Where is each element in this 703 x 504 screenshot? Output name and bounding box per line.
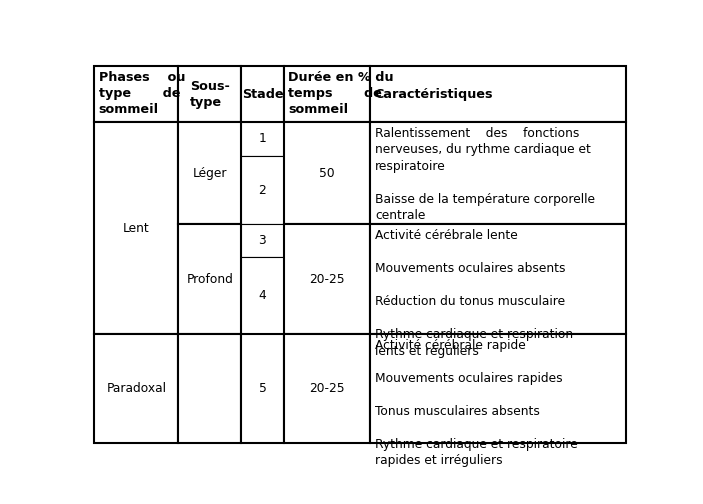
Bar	[284, 224, 370, 334]
Bar	[241, 156, 284, 224]
Bar	[284, 122, 370, 224]
Text: 50: 50	[319, 167, 335, 180]
Bar	[370, 122, 626, 224]
Bar	[94, 122, 179, 334]
Text: Stade: Stade	[242, 88, 283, 101]
Bar	[370, 334, 626, 443]
Text: 5: 5	[259, 382, 266, 395]
Text: 1: 1	[259, 133, 266, 146]
Bar	[179, 334, 241, 443]
Text: 4: 4	[259, 289, 266, 302]
Text: 3: 3	[259, 234, 266, 247]
Text: 2: 2	[259, 183, 266, 197]
Bar	[179, 67, 241, 122]
Bar	[179, 224, 241, 334]
Bar	[370, 224, 626, 334]
Text: Profond: Profond	[186, 273, 233, 286]
Bar	[370, 67, 626, 122]
Bar	[241, 334, 284, 443]
Text: Paradoxal: Paradoxal	[106, 382, 167, 395]
Bar	[241, 258, 284, 334]
Bar	[179, 122, 241, 224]
Text: 20-25: 20-25	[309, 382, 344, 395]
Text: 20-25: 20-25	[309, 273, 344, 286]
Bar	[284, 67, 370, 122]
Text: Durée en % du
temps       de
sommeil: Durée en % du temps de sommeil	[288, 71, 394, 116]
Text: Caractéristiques: Caractéristiques	[374, 88, 493, 101]
Bar	[94, 334, 179, 443]
Text: Activité cérébrale rapide

Mouvements oculaires rapides

Tonus musculaires absen: Activité cérébrale rapide Mouvements ocu…	[375, 339, 578, 468]
Bar	[284, 334, 370, 443]
Text: Phases    ou
type       de
sommeil: Phases ou type de sommeil	[98, 71, 186, 116]
Bar	[241, 224, 284, 258]
Text: Léger: Léger	[193, 167, 227, 180]
Bar	[241, 122, 284, 156]
Text: Activité cérébrale lente

Mouvements oculaires absents

Réduction du tonus muscu: Activité cérébrale lente Mouvements ocul…	[375, 229, 574, 357]
Bar	[241, 67, 284, 122]
Text: Lent: Lent	[123, 222, 150, 235]
Bar	[94, 67, 179, 122]
Text: Sous-
type: Sous- type	[190, 80, 230, 109]
Text: Ralentissement    des    fonctions
nerveuses, du rythme cardiaque et
respiratoir: Ralentissement des fonctions nerveuses, …	[375, 127, 595, 222]
